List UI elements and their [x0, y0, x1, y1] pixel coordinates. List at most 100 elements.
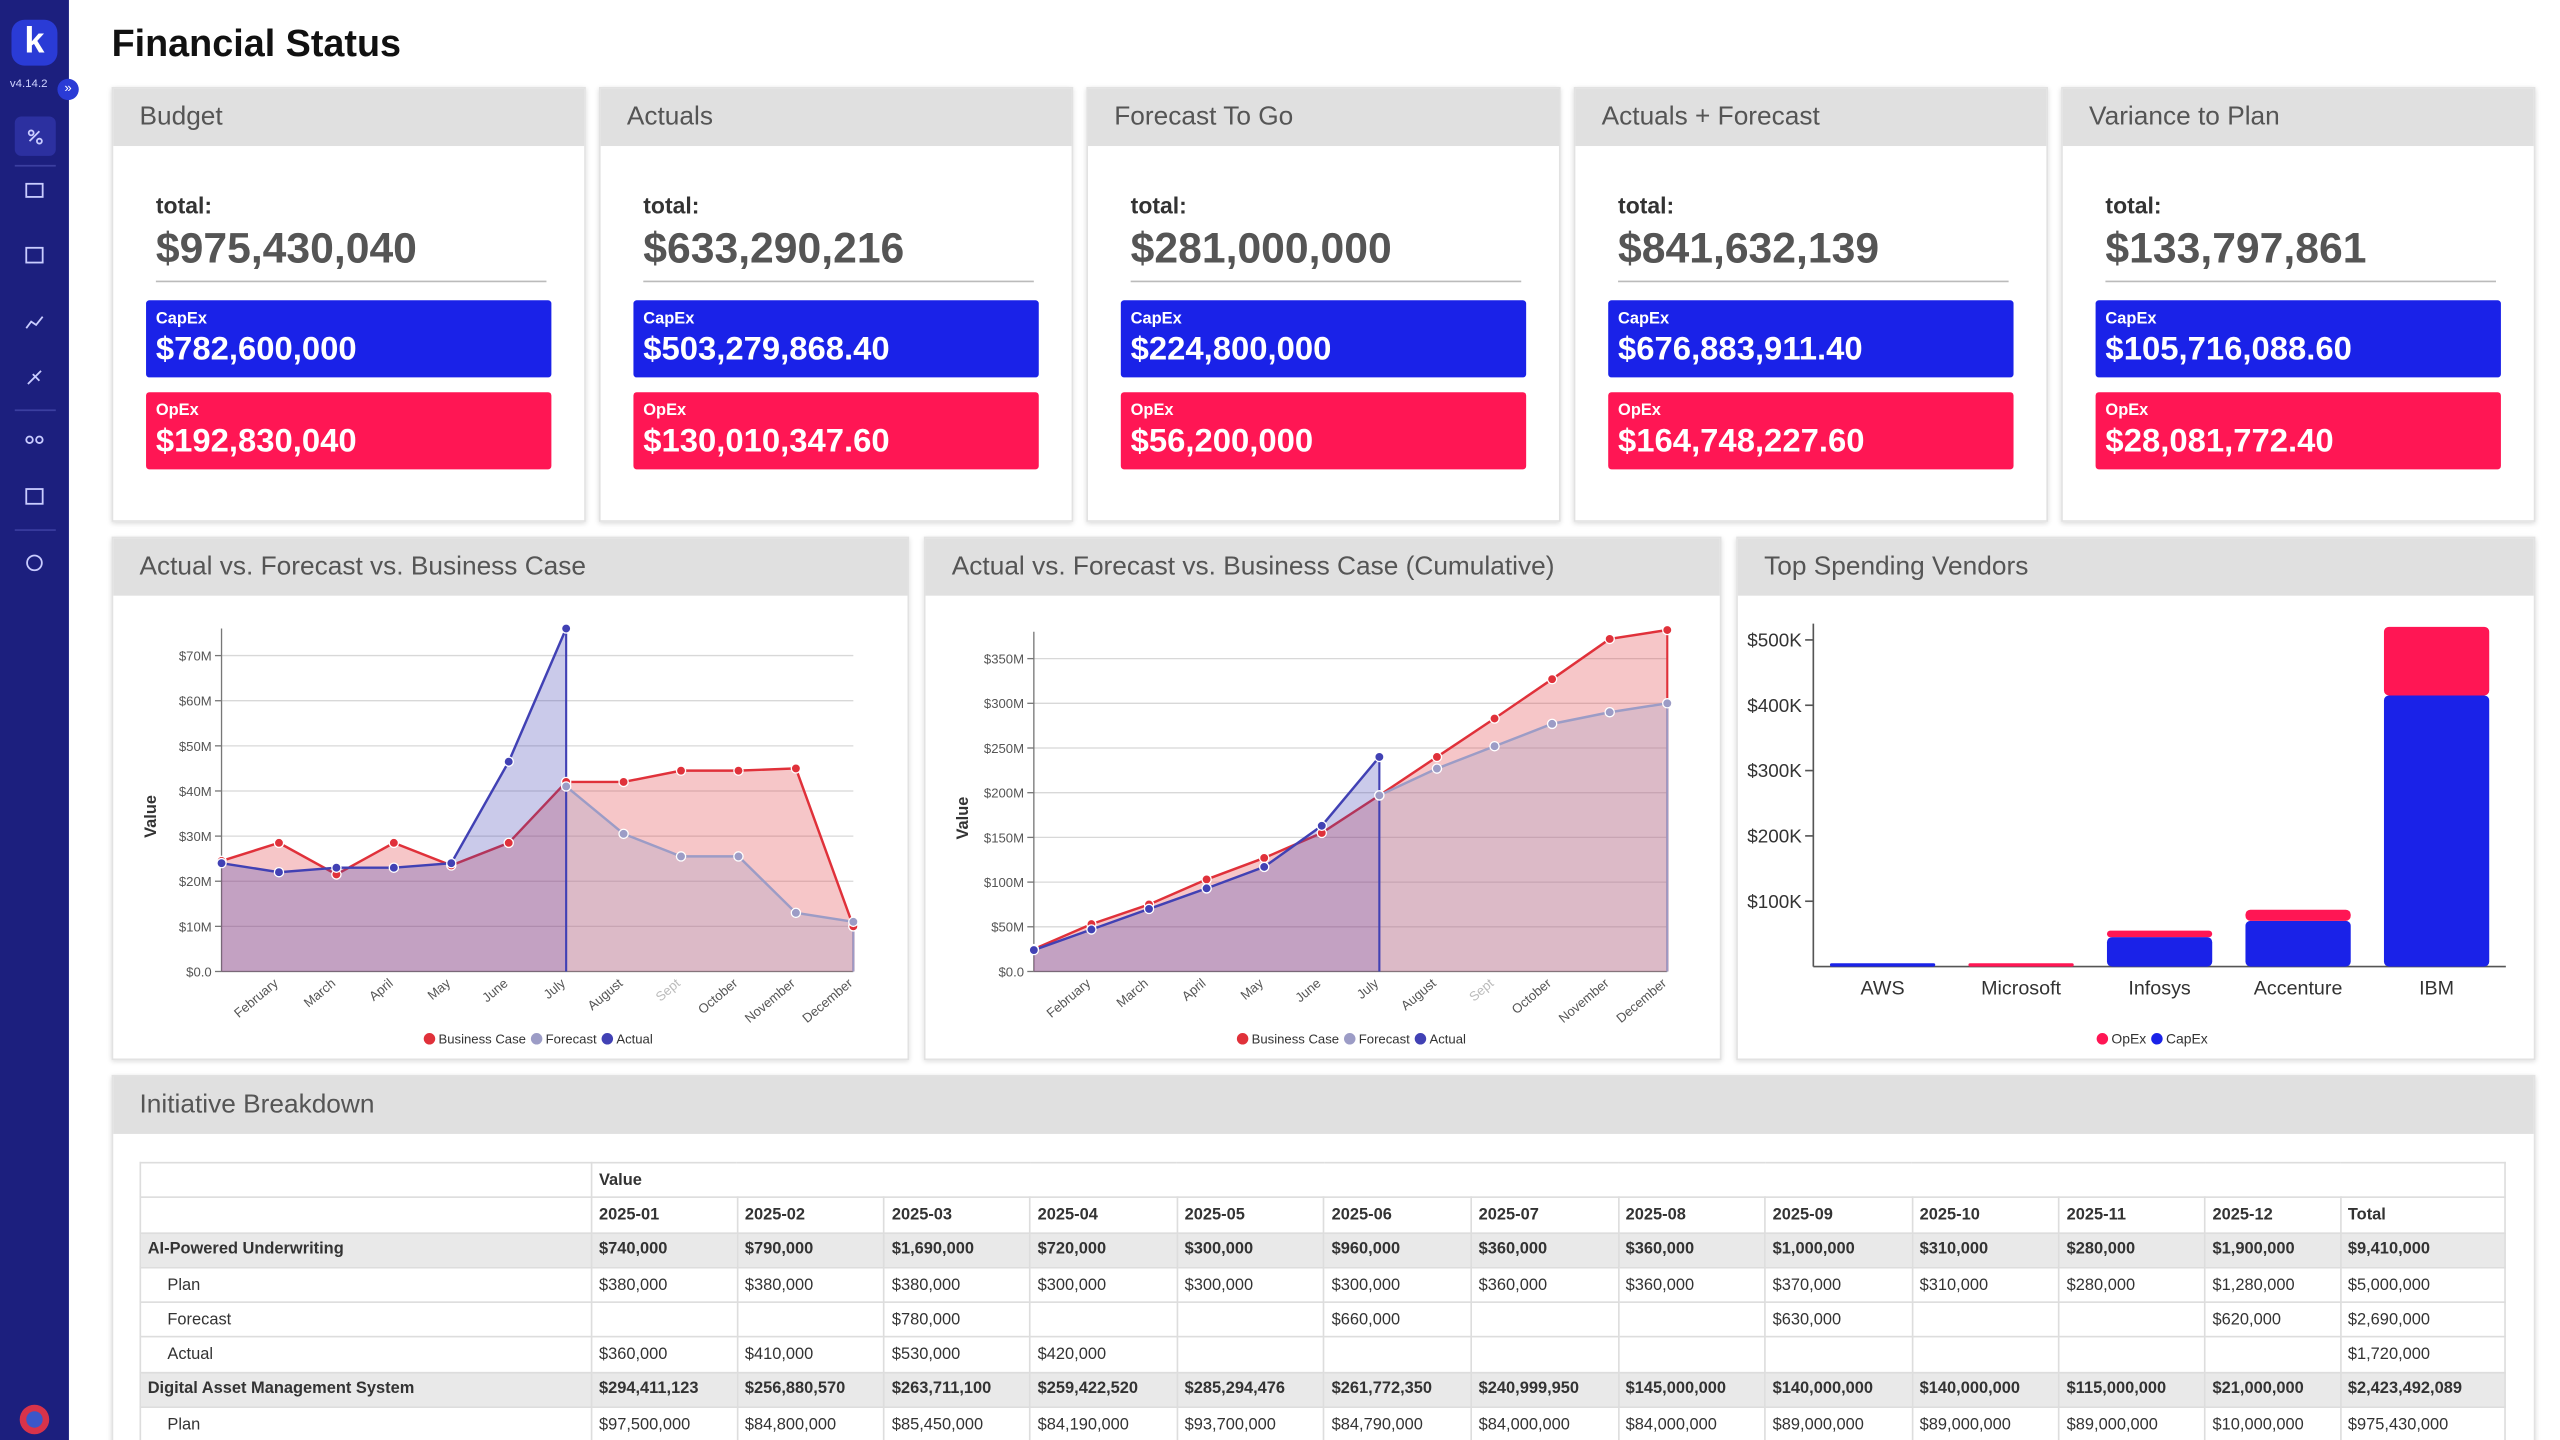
- expand-button[interactable]: »: [57, 78, 79, 101]
- cell: $10,000,000: [2204, 1406, 2342, 1440]
- legend-marker: [1236, 1033, 1249, 1045]
- y-tick-label: $500K: [1747, 629, 1802, 650]
- y-tick-label: $250M: [984, 741, 1024, 756]
- x-tick-label: AWS: [1861, 977, 1905, 999]
- cell: [1176, 1336, 1326, 1374]
- nav-icon[interactable]: [25, 182, 44, 198]
- data-point: [216, 857, 227, 869]
- y-tick-label: $300M: [984, 696, 1024, 711]
- total-value: $975,430,040: [155, 223, 417, 273]
- cell: [590, 1301, 739, 1339]
- column-header: 2025-12: [2204, 1196, 2342, 1234]
- divider: [1130, 280, 1522, 283]
- data-point: [1489, 713, 1500, 724]
- legend-label: Business Case: [439, 1032, 526, 1047]
- total-label: total:: [643, 192, 700, 219]
- data-point: [1604, 633, 1615, 645]
- opex-label: OpEx: [155, 402, 199, 421]
- data-point: [675, 765, 687, 776]
- x-tick-label: November: [1556, 975, 1612, 1026]
- y-axis-title: Value: [142, 795, 160, 838]
- cell: $370,000: [1764, 1266, 1914, 1304]
- x-tick-label: Infosys: [2128, 977, 2191, 999]
- capex-label: CapEx: [1130, 310, 1182, 329]
- cell: $360,000: [590, 1336, 739, 1374]
- x-tick-label: August: [585, 975, 626, 1013]
- x-tick-label: June: [1292, 975, 1323, 1005]
- logo[interactable]: k: [11, 19, 58, 66]
- cell: $263,711,100: [883, 1371, 1032, 1409]
- cell: $300,000: [1029, 1266, 1179, 1304]
- data-point: [1201, 883, 1212, 894]
- header-row: 2025-01 2025-02 2025-03 2025-04 2025-05 2025-…: [139, 1196, 2506, 1234]
- bar-segment: [2383, 626, 2490, 696]
- y-tick-label: $100K: [1747, 891, 1802, 912]
- opex-value: $28,081,772.40: [2105, 423, 2334, 460]
- y-tick-label: $400K: [1747, 695, 1802, 716]
- cell: $660,000: [1323, 1301, 1473, 1339]
- opex-box: OpEx $192,830,040: [146, 392, 552, 470]
- summary-card: Actuals total: $633,290,216 CapEx $503,279,8…: [598, 86, 1074, 522]
- detail-row: Forecast $780,000 $660,000 $630,000 $620,000…: [139, 1301, 2506, 1339]
- cell: [736, 1301, 886, 1339]
- x-tick-label: Sept: [1466, 975, 1497, 1004]
- column-header: 2025-03: [883, 1196, 1032, 1234]
- cell: [2204, 1336, 2342, 1374]
- y-tick-label: $20M: [179, 874, 212, 889]
- cell: $1,280,000: [2204, 1266, 2342, 1304]
- data-point: [1258, 861, 1270, 873]
- nav-icon[interactable]: [25, 246, 44, 264]
- capex-value: $782,600,000: [155, 331, 357, 368]
- x-tick-label: Accenture: [2254, 977, 2343, 999]
- nav-icon[interactable]: [25, 488, 44, 505]
- cell: $300,000: [1323, 1266, 1473, 1304]
- cell: $620,000: [2204, 1301, 2342, 1339]
- data-point: [1662, 698, 1673, 709]
- detail-row: Actual $360,000 $410,000 $530,000 $420,000 $1…: [139, 1336, 2506, 1374]
- capex-box: CapEx $224,800,000: [1120, 300, 1527, 378]
- y-tick-label: $40M: [179, 784, 212, 799]
- cell: [1617, 1301, 1767, 1339]
- column-header: 2025-09: [1764, 1196, 1914, 1234]
- opex-label: OpEx: [1618, 402, 1661, 421]
- chart-title: Actual vs. Forecast vs. Business Case (C…: [925, 538, 1720, 596]
- data-point: [503, 756, 514, 767]
- y-tick-label: $200M: [984, 786, 1024, 801]
- capex-box: CapEx $676,883,911.40: [1608, 300, 2014, 378]
- nav-icon[interactable]: [25, 435, 34, 444]
- cell: $630,000: [1764, 1301, 1914, 1339]
- x-tick-label: February: [231, 975, 281, 1020]
- cell: $84,800,000: [736, 1406, 886, 1440]
- capex-value: $105,716,088.60: [2105, 331, 2352, 368]
- y-tick-label: $300K: [1747, 760, 1802, 781]
- legend-marker: [530, 1033, 543, 1045]
- cell: $300,000: [1176, 1231, 1326, 1269]
- total-value: $281,000,000: [1130, 223, 1392, 273]
- nav-icon[interactable]: [27, 370, 42, 385]
- total-label: total:: [155, 192, 213, 219]
- section-row: AI-Powered Underwriting $740,000 $790,000 $…: [139, 1231, 2506, 1269]
- bar-segment: [2245, 920, 2351, 967]
- cell: $21,000,000: [2204, 1371, 2342, 1409]
- cell: $84,000,000: [1617, 1406, 1767, 1440]
- card-title: Actuals + Forecast: [1575, 88, 2047, 147]
- capex-label: CapEx: [2105, 310, 2157, 329]
- series-line: [1033, 628, 1668, 951]
- capex-label: CapEx: [1618, 310, 1670, 329]
- nav-icon[interactable]: [25, 316, 44, 329]
- chart-panel: Actual vs. Forecast vs. Business Case: [111, 536, 910, 1061]
- nav-icons: [14, 116, 56, 1435]
- nav-icon[interactable]: [26, 554, 43, 572]
- opex-box: OpEx $56,200,000: [1120, 392, 1527, 470]
- cell: $89,000,000: [1764, 1406, 1914, 1440]
- data-point: [1374, 790, 1385, 801]
- data-point: [1316, 820, 1328, 832]
- data-point: [560, 781, 572, 792]
- x-tick-label: June: [479, 975, 510, 1005]
- row-label: Plan: [139, 1406, 593, 1440]
- series-line: [1378, 702, 1668, 797]
- row-label: Digital Asset Management System: [139, 1371, 593, 1409]
- cell: $740,000: [590, 1231, 739, 1269]
- x-tick-label: April: [1179, 975, 1209, 1003]
- divider: [155, 280, 547, 283]
